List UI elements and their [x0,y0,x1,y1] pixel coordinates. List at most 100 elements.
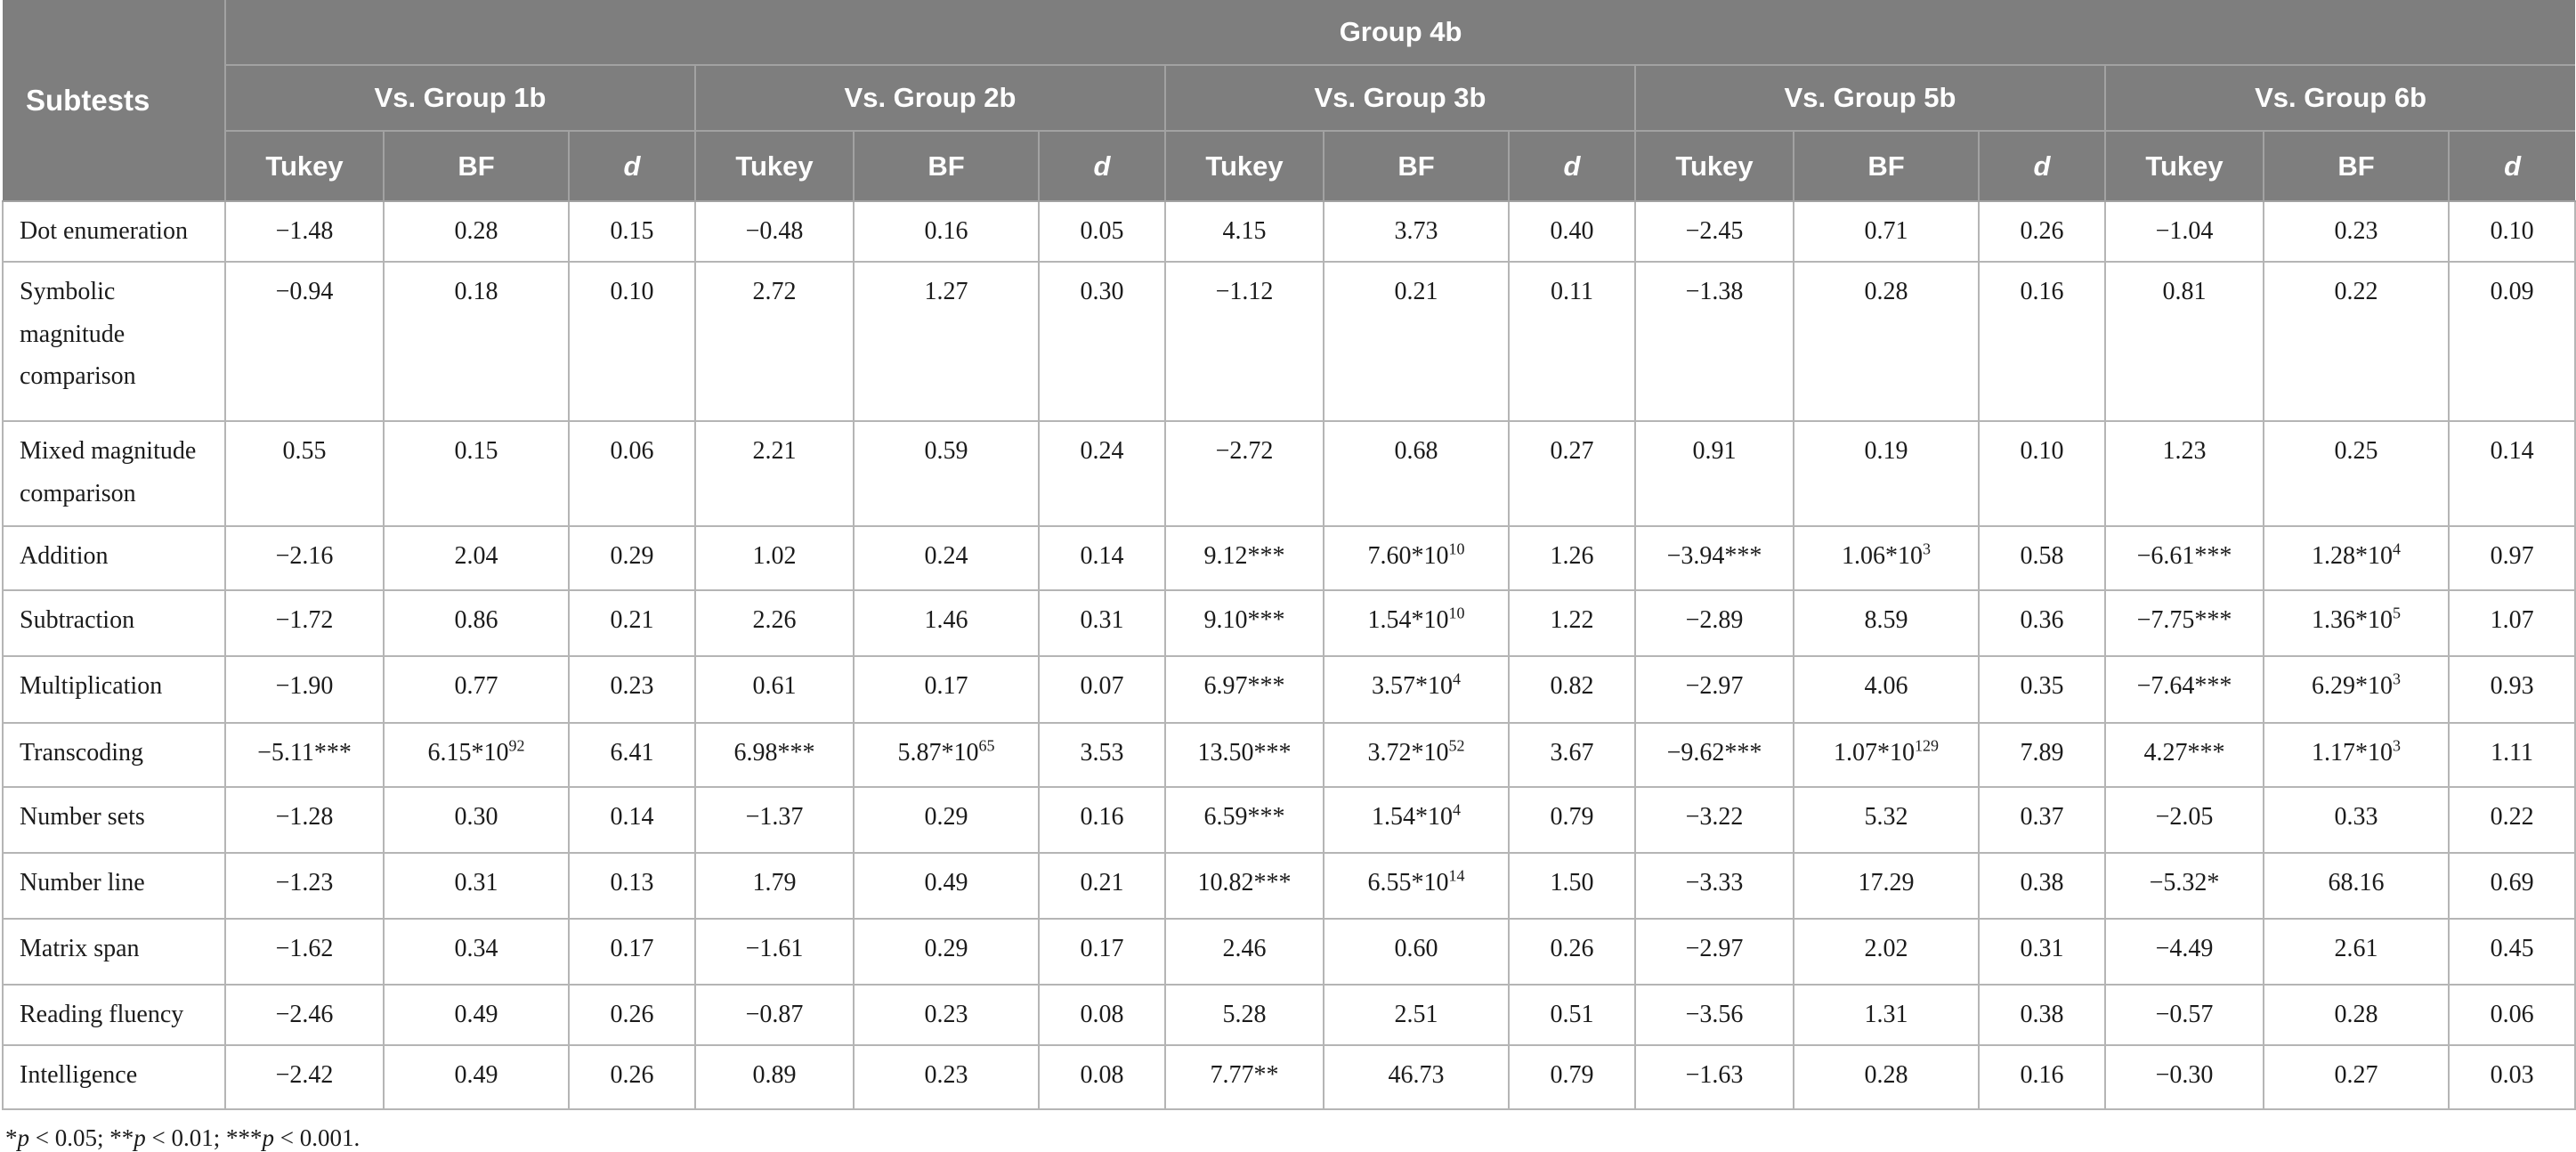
exponent: 65 [978,736,995,755]
value-cell: 8.59 [1793,589,1980,657]
value-cell: 0.17 [1038,918,1166,986]
value-cell: 1.54*104 [1323,786,1510,854]
value-cell: 2.26 [694,589,855,657]
value-cell: 0.22 [2263,261,2450,422]
value-cell: 0.26 [1508,918,1636,986]
value-cell: 1.06*103 [1793,525,1980,591]
value-cell: 7.89 [1978,722,2106,788]
group-header: Vs. Group 6b [2103,64,2576,132]
value-cell: 1.54*1010 [1323,589,1510,657]
value-cell: 0.10 [568,261,696,422]
value-cell: 0.24 [1038,420,1166,527]
value-cell: 0.81 [2104,261,2264,422]
value-cell: 6.15*1092 [383,722,570,788]
value-cell: −5.32* [2104,852,2264,920]
value-cell: 0.29 [853,918,1040,986]
value-cell: −2.05 [2104,786,2264,854]
value-cell: 1.28*104 [2263,525,2450,591]
value-cell: 0.69 [2447,852,2576,920]
value-cell: 5.87*1065 [853,722,1040,788]
value-cell: 0.16 [1978,1044,2106,1110]
sub-column-header: d [1978,130,2106,202]
value-cell: 68.16 [2263,852,2450,920]
value-cell: 1.79 [694,852,855,920]
value-cell: −1.62 [224,918,385,986]
value-cell: 0.60 [1323,918,1510,986]
value-cell: 0.61 [694,655,855,724]
value-cell: −0.94 [224,261,385,422]
value-cell: 0.49 [383,1044,570,1110]
exponent: 4 [1453,800,1461,819]
value-cell: 2.46 [1164,918,1324,986]
table-row: Number line −1.23 0.31 0.13 1.79 0.49 0.21 10.8… [2,852,2576,920]
value-cell: 2.04 [383,525,570,591]
value-cell: −1.61 [694,918,855,986]
sub-column-header: BF [853,130,1040,202]
value-cell: 0.31 [383,852,570,920]
value-cell: 0.08 [1038,984,1166,1046]
sub-column-header: d [568,130,696,202]
value-cell: 3.67 [1508,722,1636,788]
value-cell: 2.21 [694,420,855,527]
exponent: 14 [1448,866,1465,885]
value-cell: 1.36*105 [2263,589,2450,657]
row-label: Dot enumeration [2,200,226,263]
sub-column-header: Tukey [224,130,385,202]
value-cell: 7.77** [1164,1044,1324,1110]
value-cell: 9.12*** [1164,525,1324,591]
value-cell: 1.31 [1793,984,1980,1046]
sub-column-header: d [1038,130,1166,202]
value-cell: 7.60*1010 [1323,525,1510,591]
group-header: Vs. Group 2b [694,64,1166,132]
footnote: *p < 0.05; **p < 0.01; ***p < 0.001. [5,1124,360,1151]
sub-column-header: Tukey [2104,130,2264,202]
value-cell: 0.93 [2447,655,2576,724]
value-cell: 0.33 [2263,786,2450,854]
table-row: Reading fluency −2.46 0.49 0.26 −0.87 0.23 0.0… [2,984,2576,1046]
table-row: Mixed magnitude comparison 0.55 0.15 0.06 2.… [2,420,2576,527]
value-cell: 0.28 [1793,261,1980,422]
value-cell: 0.68 [1323,420,1510,527]
header-row-subcolumns: Tukey BF d Tukey BF d Tukey BF d Tukey BF d Tukey BF d [3,130,2576,202]
value-cell: 9.10*** [1164,589,1324,657]
value-cell: 6.59*** [1164,786,1324,854]
table-row: Dot enumeration −1.48 0.28 0.15 −0.48 0.16 0.0… [2,200,2576,263]
value-cell: 1.46 [853,589,1040,657]
sub-column-header: BF [383,130,570,202]
value-cell: 0.06 [568,420,696,527]
value-cell: 0.36 [1978,589,2106,657]
value-cell: 0.26 [1978,200,2106,263]
table-row: Matrix span −1.62 0.34 0.17 −1.61 0.29 0.17 2.4… [2,918,2576,986]
value-cell: −4.49 [2104,918,2264,986]
value-cell: 0.45 [2447,918,2576,986]
value-cell: 3.57*104 [1323,655,1510,724]
exponent: 3 [2393,736,2401,755]
sub-column-header: BF [2263,130,2450,202]
value-cell: 0.37 [1978,786,2106,854]
exponent: 3 [1923,539,1931,558]
value-cell: 0.15 [568,200,696,263]
value-cell: −6.61*** [2104,525,2264,591]
value-cell: −7.75*** [2104,589,2264,657]
value-cell: −1.23 [224,852,385,920]
value-cell: 0.07 [1038,655,1166,724]
comparison-table: Subtests Group 4b Vs. Group 1b Vs. Group … [2,0,2576,1110]
value-cell: −3.33 [1634,852,1794,920]
value-cell: 4.27*** [2104,722,2264,788]
value-cell: 0.26 [568,1044,696,1110]
value-cell: 0.15 [383,420,570,527]
value-cell: 1.11 [2447,722,2576,788]
value-cell: 0.11 [1508,261,1636,422]
value-cell: −2.97 [1634,655,1794,724]
value-cell: 0.06 [2447,984,2576,1046]
table-row: Symbolic magnitude comparison −0.94 0.18 0.… [2,261,2576,422]
value-cell: 0.82 [1508,655,1636,724]
value-cell: 3.72*1052 [1323,722,1510,788]
value-cell: 1.26 [1508,525,1636,591]
value-cell: −1.38 [1634,261,1794,422]
value-cell: 2.72 [694,261,855,422]
value-cell: 6.41 [568,722,696,788]
exponent: 10 [1448,604,1465,622]
row-label: Intelligence [2,1044,226,1110]
